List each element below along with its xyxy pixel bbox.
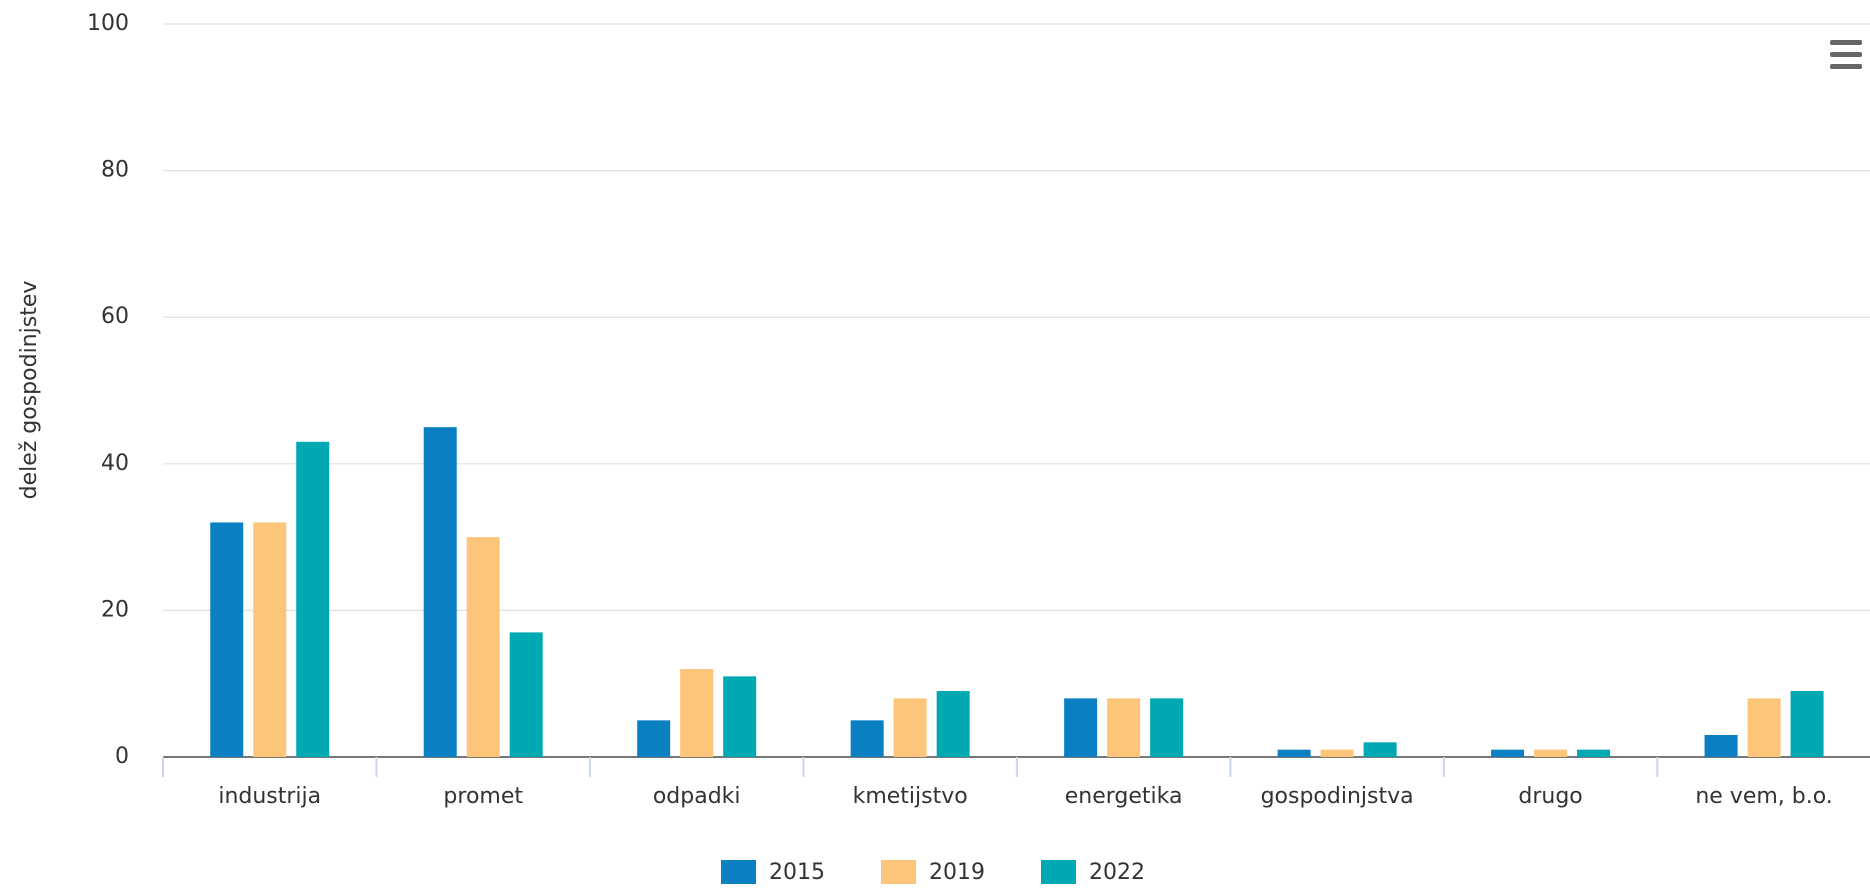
bar: [1107, 698, 1141, 757]
y-tick-label: 40: [101, 451, 129, 476]
y-tick-label: 60: [101, 304, 129, 329]
legend-label: 2015: [769, 860, 825, 885]
y-tick-label: 0: [115, 744, 129, 769]
bar: [466, 537, 500, 757]
menu-bar: [1830, 64, 1862, 69]
bar: [509, 632, 543, 757]
menu-icon[interactable]: [1830, 40, 1862, 69]
bar: [637, 720, 671, 757]
bar: [1491, 749, 1525, 757]
bar: [1790, 691, 1824, 757]
legend-label: 2019: [929, 860, 985, 885]
bar: [210, 522, 244, 757]
x-tick-label: ne vem, b.o.: [1695, 784, 1832, 809]
bar: [1704, 735, 1738, 757]
bar: [1064, 698, 1098, 757]
legend-swatch: [721, 860, 756, 884]
bar: [1747, 698, 1781, 757]
y-tick-label: 20: [101, 597, 129, 622]
bar: [423, 427, 457, 757]
bar: [1534, 749, 1568, 757]
y-tick-label: 80: [101, 158, 129, 183]
bar: [1277, 749, 1311, 757]
menu-bar: [1830, 52, 1862, 57]
menu-bar: [1830, 40, 1862, 45]
x-tick-label: energetika: [1065, 784, 1183, 809]
bar: [893, 698, 927, 757]
x-tick-label: promet: [443, 784, 523, 809]
x-tick-label: odpadki: [653, 784, 741, 809]
bar: [296, 441, 330, 757]
legend-swatch: [1041, 860, 1076, 884]
y-axis-label: delež gospodinjstev: [17, 281, 42, 500]
x-tick-label: industrija: [218, 784, 321, 809]
legend-label: 2022: [1089, 860, 1145, 885]
bar: [1320, 749, 1354, 757]
bar: [253, 522, 287, 757]
y-tick-label: 100: [87, 11, 129, 36]
x-tick-label: gospodinjstva: [1261, 784, 1414, 809]
bar: [723, 676, 757, 757]
bar: [1363, 742, 1397, 757]
bar: [680, 669, 714, 757]
legend-swatch: [881, 860, 916, 884]
x-tick-label: drugo: [1518, 784, 1582, 809]
bar: [1150, 698, 1184, 757]
bar: [936, 691, 970, 757]
bar: [1577, 749, 1611, 757]
bar: [850, 720, 884, 757]
x-tick-label: kmetijstvo: [853, 784, 968, 809]
